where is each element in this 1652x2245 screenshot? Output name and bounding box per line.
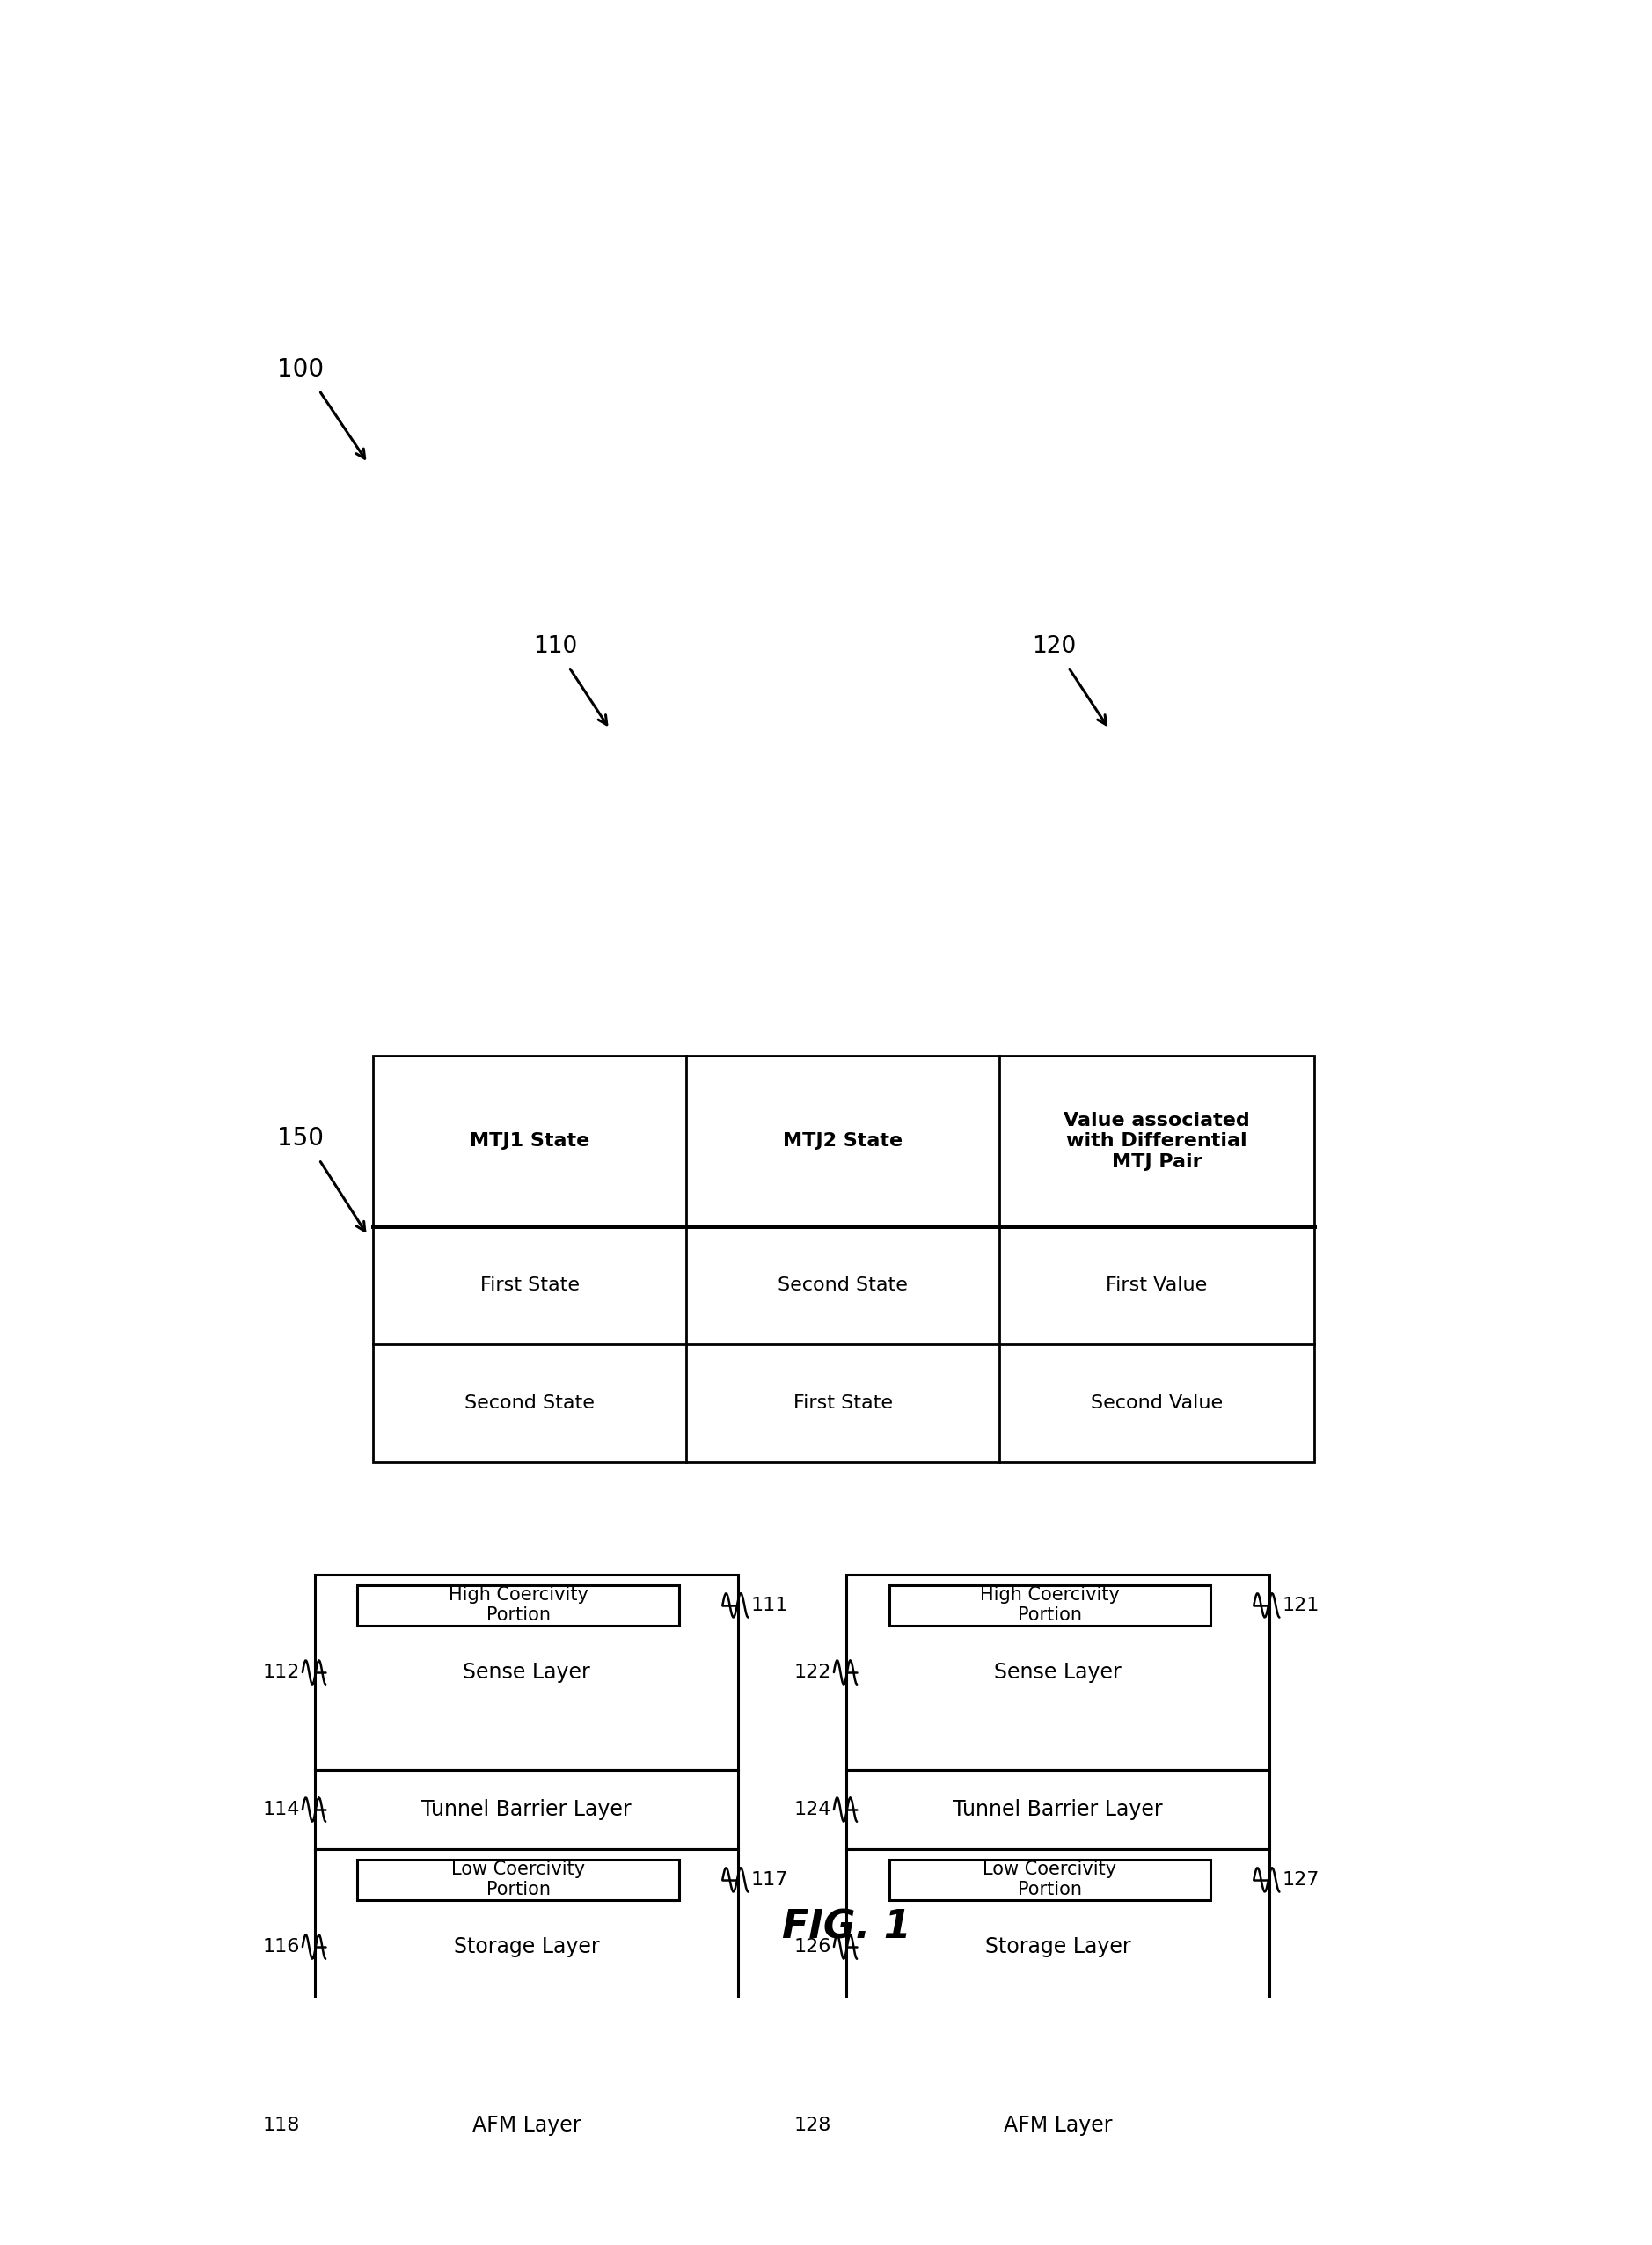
Bar <box>847 2045 1269 2205</box>
Text: 111: 111 <box>750 1596 788 1614</box>
Bar <box>316 1850 738 2045</box>
Text: FIG. 1: FIG. 1 <box>781 1908 912 1946</box>
Text: 121: 121 <box>1282 1596 1320 1614</box>
Bar <box>373 1055 1313 1461</box>
Text: First State: First State <box>481 1277 580 1295</box>
Text: Low Coercivity
Portion: Low Coercivity Portion <box>983 1861 1117 1899</box>
Text: Low Coercivity
Portion: Low Coercivity Portion <box>451 1861 585 1899</box>
Text: AFM Layer: AFM Layer <box>1003 2115 1112 2135</box>
Text: 150: 150 <box>278 1127 324 1152</box>
Text: 120: 120 <box>1032 635 1077 658</box>
Text: 124: 124 <box>795 1800 831 1818</box>
Text: 116: 116 <box>263 1937 301 1955</box>
Text: MTJ2 State: MTJ2 State <box>783 1131 904 1149</box>
Text: 114: 114 <box>263 1800 301 1818</box>
Text: 112: 112 <box>263 1664 301 1682</box>
Text: Storage Layer: Storage Layer <box>985 1935 1130 1958</box>
Bar <box>889 1859 1209 1899</box>
Text: First State: First State <box>793 1394 892 1412</box>
Text: 110: 110 <box>534 635 577 658</box>
Bar <box>847 1574 1269 1769</box>
Text: 128: 128 <box>795 2117 831 2133</box>
Text: 100: 100 <box>278 357 324 382</box>
Text: High Coercivity
Portion: High Coercivity Portion <box>980 1587 1120 1625</box>
Text: Tunnel Barrier Layer: Tunnel Barrier Layer <box>953 1798 1163 1821</box>
Bar <box>316 1574 738 1769</box>
Text: MTJ1 State: MTJ1 State <box>469 1131 590 1149</box>
Text: 117: 117 <box>750 1870 788 1888</box>
Text: 122: 122 <box>795 1664 831 1682</box>
Text: Second State: Second State <box>464 1394 595 1412</box>
Bar <box>357 1859 679 1899</box>
Text: Second State: Second State <box>778 1277 909 1295</box>
Bar <box>847 1850 1269 2045</box>
Text: Tunnel Barrier Layer: Tunnel Barrier Layer <box>421 1798 631 1821</box>
Text: 118: 118 <box>263 2117 301 2133</box>
Text: First Value: First Value <box>1107 1277 1208 1295</box>
Text: 127: 127 <box>1282 1870 1320 1888</box>
Text: 126: 126 <box>795 1937 831 1955</box>
Text: Storage Layer: Storage Layer <box>454 1935 600 1958</box>
Bar <box>316 1769 738 1850</box>
Text: High Coercivity
Portion: High Coercivity Portion <box>448 1587 588 1625</box>
Text: Sense Layer: Sense Layer <box>463 1661 590 1684</box>
Bar <box>316 2045 738 2205</box>
Text: Value associated
with Differential
MTJ Pair: Value associated with Differential MTJ P… <box>1064 1111 1251 1170</box>
Text: Sense Layer: Sense Layer <box>995 1661 1122 1684</box>
Bar <box>847 1769 1269 1850</box>
Text: Second Value: Second Value <box>1090 1394 1222 1412</box>
Bar <box>357 1585 679 1625</box>
Bar <box>889 1585 1209 1625</box>
Text: AFM Layer: AFM Layer <box>472 2115 582 2135</box>
